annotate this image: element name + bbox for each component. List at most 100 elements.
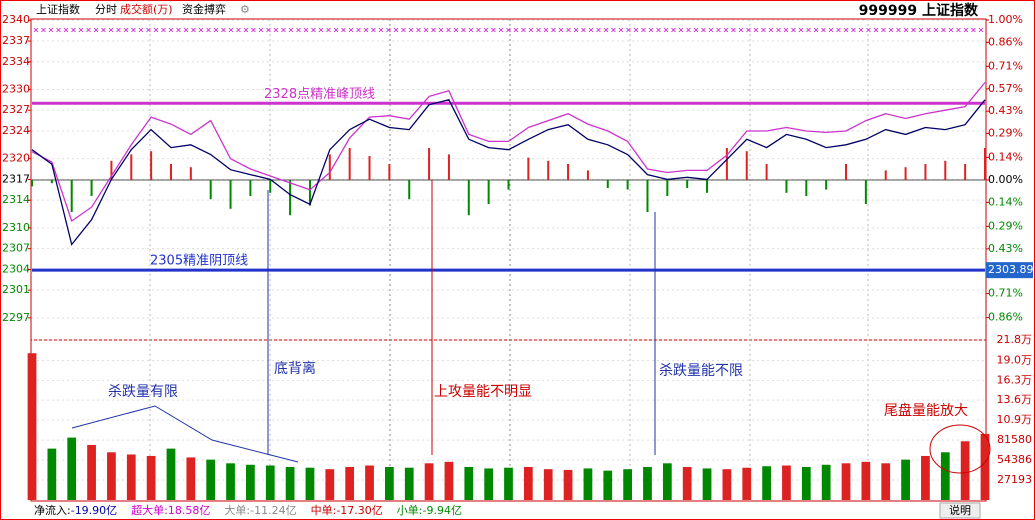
volume-bar xyxy=(305,467,315,500)
vol-tick-label: 19.0万 xyxy=(997,354,1033,367)
marker: × xyxy=(400,26,407,35)
marker: × xyxy=(145,26,152,35)
marker: × xyxy=(460,26,467,35)
marker: × xyxy=(385,26,392,35)
price-line xyxy=(31,82,986,223)
volume-bar xyxy=(722,469,732,500)
vol-tick-label: 13.6万 xyxy=(997,393,1033,406)
marker: × xyxy=(678,26,685,35)
marker: × xyxy=(760,26,767,35)
marker: × xyxy=(565,26,572,35)
marker: × xyxy=(115,26,122,35)
volume-bar xyxy=(881,463,891,500)
marker: × xyxy=(325,26,332,35)
marker: × xyxy=(295,26,302,35)
y-tick-label: 2337 xyxy=(2,34,30,47)
marker: × xyxy=(273,26,280,35)
y2-tick-label: 0.29% xyxy=(988,127,1023,140)
volume-bar xyxy=(285,466,295,500)
y2-tick-label: 0.43% xyxy=(988,242,1023,255)
volume-bar xyxy=(424,463,434,500)
y2-tick-label: 1.00% xyxy=(988,13,1023,26)
reference-label: 2328点精准峰顶线 xyxy=(264,87,375,102)
marker: × xyxy=(198,26,205,35)
marker: × xyxy=(220,26,227,35)
marker: × xyxy=(528,26,535,35)
volume-bar xyxy=(484,468,494,500)
marker: × xyxy=(63,26,70,35)
volume-bar xyxy=(662,463,672,500)
marker: × xyxy=(970,26,977,35)
marker: × xyxy=(603,26,610,35)
price-box-label: 2303.89 xyxy=(988,263,1034,276)
marker: × xyxy=(370,26,377,35)
y-tick-label: 2301 xyxy=(2,283,30,296)
marker: × xyxy=(903,26,910,35)
marker: × xyxy=(835,26,842,35)
annotation: 杀跌量有限 xyxy=(108,384,178,400)
marker: × xyxy=(783,26,790,35)
marker: × xyxy=(70,26,77,35)
help-button-label[interactable]: 说明 xyxy=(949,503,971,517)
vol-tick-label: 27193 xyxy=(997,473,1032,486)
marker: × xyxy=(633,26,640,35)
volume-bar xyxy=(265,465,275,500)
tab[interactable]: 分时 xyxy=(95,3,117,16)
vol-tick-label: 16.3万 xyxy=(997,373,1033,386)
volume-bar xyxy=(444,461,454,500)
volume-bar xyxy=(901,459,910,500)
volume-bar xyxy=(940,452,950,500)
marker: × xyxy=(498,26,505,35)
volume-bar xyxy=(166,448,176,500)
marker: × xyxy=(753,26,760,35)
volume-bar xyxy=(603,470,613,500)
vol-tick-label: 54386 xyxy=(997,453,1032,466)
volume-bar xyxy=(325,469,335,500)
marker: × xyxy=(708,26,715,35)
marker: × xyxy=(438,26,445,35)
marker: × xyxy=(228,26,235,35)
volume-bar xyxy=(504,467,513,500)
volume-bar xyxy=(87,444,96,500)
marker: × xyxy=(955,26,962,35)
marker: × xyxy=(430,26,437,35)
marker: × xyxy=(588,26,595,35)
marker: × xyxy=(573,26,580,35)
marker: × xyxy=(520,26,527,35)
volume-bar xyxy=(226,463,235,500)
y-tick-label: 2297 xyxy=(2,311,30,324)
help-button[interactable] xyxy=(939,502,981,519)
marker: × xyxy=(288,26,295,35)
marker: × xyxy=(858,26,865,35)
marker: × xyxy=(355,26,362,35)
marker: × xyxy=(610,26,617,35)
marker: × xyxy=(693,26,700,35)
y-tick-label: 2324 xyxy=(2,124,30,137)
marker: × xyxy=(798,26,805,35)
y2-tick-label: 0.29% xyxy=(988,219,1023,232)
marker: × xyxy=(348,26,355,35)
marker: × xyxy=(625,26,632,35)
y-tick-label: 2317 xyxy=(2,172,30,185)
tab[interactable]: 成交额(万) xyxy=(120,2,173,16)
tab[interactable]: 资金搏弈 xyxy=(182,2,226,16)
marker: × xyxy=(558,26,565,35)
marker: × xyxy=(130,26,137,35)
marker: × xyxy=(48,26,55,35)
marker: × xyxy=(100,26,107,35)
volume-bar xyxy=(47,448,57,500)
marker: × xyxy=(205,26,212,35)
settings-icon[interactable]: ⚙ xyxy=(240,3,250,16)
y2-tick-label: 0.00% xyxy=(988,173,1023,186)
marker: × xyxy=(340,26,347,35)
volume-bar xyxy=(960,441,970,500)
volume-bar xyxy=(682,466,692,500)
marker: × xyxy=(505,26,512,35)
volume-bar xyxy=(801,466,811,500)
marker: × xyxy=(700,26,707,35)
marker: × xyxy=(280,26,287,35)
footer-label: 大单: xyxy=(224,503,250,517)
marker: × xyxy=(910,26,917,35)
marker: × xyxy=(175,26,182,35)
volume-bar xyxy=(762,466,771,500)
